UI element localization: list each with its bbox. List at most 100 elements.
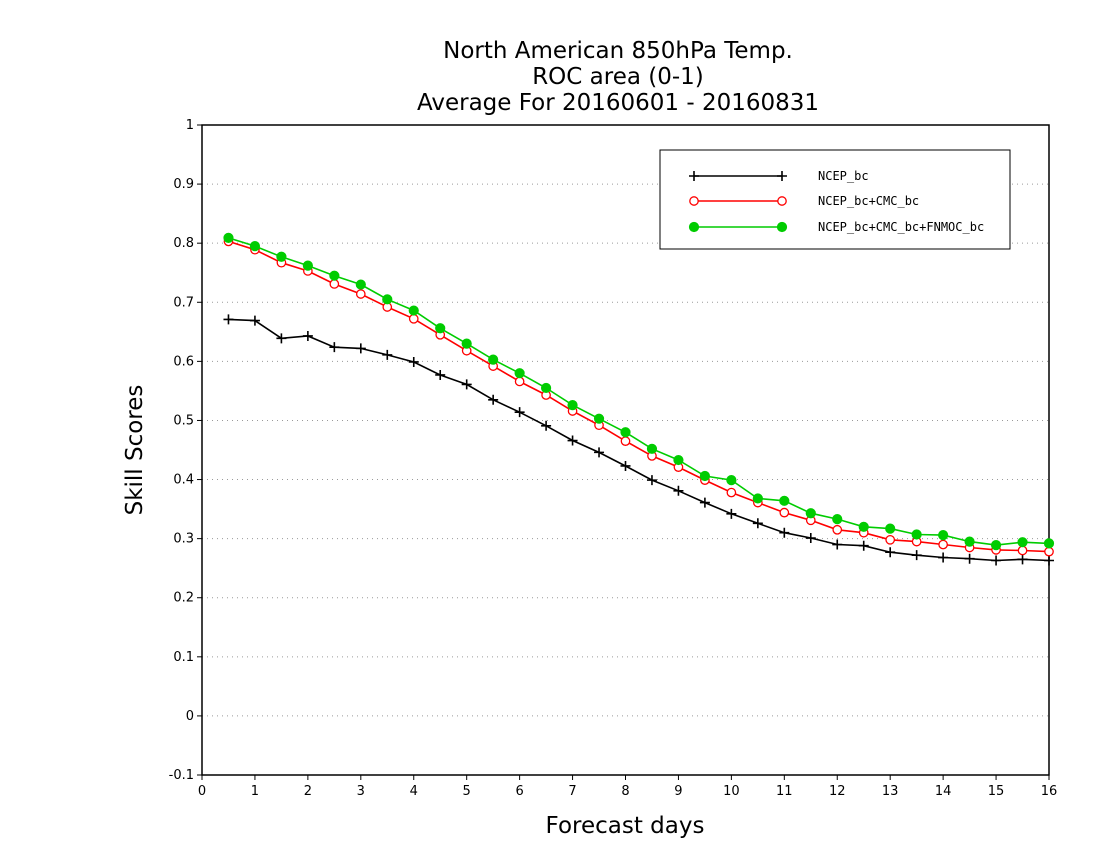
data-point xyxy=(461,379,472,390)
data-point xyxy=(302,330,313,341)
series-lines xyxy=(223,232,1055,566)
title-line-1: North American 850hPa Temp. xyxy=(443,38,793,64)
legend-box xyxy=(659,149,1011,250)
data-point xyxy=(777,196,787,206)
title-line-3: Average For 20160601 - 20160831 xyxy=(417,90,819,116)
data-point xyxy=(726,475,737,486)
data-point xyxy=(689,171,699,181)
x-tick-label: 11 xyxy=(776,784,793,799)
legend-label: NCEP_bc+CMC_bc xyxy=(818,194,919,208)
x-tick-label: 2 xyxy=(304,784,312,799)
x-tick-label: 10 xyxy=(723,784,740,799)
legend-label: NCEP_bc+CMC_bc+FNMOC_bc xyxy=(818,220,984,234)
data-point xyxy=(699,497,710,508)
data-point xyxy=(567,399,578,411)
data-point xyxy=(488,354,499,365)
data-point xyxy=(832,539,843,550)
data-point xyxy=(885,523,896,534)
x-tick-label: 0 xyxy=(198,784,206,799)
data-point xyxy=(832,514,843,525)
data-point xyxy=(673,485,684,496)
legend: NCEP_bc NCEP_bc+CMC_bc NCEP_bc+CMC_bc+FNMO… xyxy=(659,149,1011,250)
data-point xyxy=(991,555,1002,566)
data-point xyxy=(911,529,922,540)
data-point xyxy=(249,241,261,252)
x-tick-label: 13 xyxy=(882,784,899,799)
data-point xyxy=(752,518,763,529)
data-point xyxy=(514,376,525,387)
y-tick-label: -0.1 xyxy=(169,768,194,783)
data-point xyxy=(355,279,366,290)
data-point xyxy=(779,495,790,506)
y-tick-label: 0.8 xyxy=(173,236,194,251)
y-tick-label: 0.1 xyxy=(173,650,194,665)
data-point xyxy=(726,508,737,519)
x-tick-label: 15 xyxy=(988,784,1005,799)
data-point xyxy=(752,493,763,504)
data-point xyxy=(858,521,869,532)
data-point xyxy=(673,454,684,466)
x-tick-label: 12 xyxy=(829,784,846,799)
data-point xyxy=(435,323,446,334)
data-point xyxy=(776,221,788,233)
data-point xyxy=(594,447,605,458)
data-point xyxy=(779,507,790,518)
data-point xyxy=(276,333,287,344)
data-point xyxy=(689,196,699,206)
chart-title: North American 850hPa Temp. ROC area (0-… xyxy=(417,38,819,116)
y-tick-label: 0.7 xyxy=(173,295,194,310)
data-point xyxy=(329,279,340,289)
x-tick-label: 5 xyxy=(463,784,471,799)
data-point xyxy=(329,270,340,281)
y-axis-label: Skill Scores xyxy=(122,385,148,516)
data-point xyxy=(461,338,472,349)
data-point xyxy=(777,171,787,181)
x-tick-label: 9 xyxy=(674,784,682,799)
x-tick-label: 14 xyxy=(935,784,952,799)
data-point xyxy=(223,232,234,243)
data-point xyxy=(688,221,700,233)
data-point xyxy=(646,443,658,454)
x-tick-label: 1 xyxy=(251,784,259,799)
x-tick-label: 7 xyxy=(568,784,576,799)
data-point xyxy=(1017,537,1028,548)
x-tick-label: 3 xyxy=(357,784,365,799)
data-point xyxy=(249,315,260,326)
data-point xyxy=(726,487,737,498)
data-point xyxy=(514,407,525,418)
data-point xyxy=(938,552,949,563)
data-point xyxy=(885,534,896,545)
data-point xyxy=(355,289,366,299)
data-point xyxy=(964,553,975,564)
data-point xyxy=(488,394,499,405)
data-point xyxy=(938,529,949,541)
data-point xyxy=(593,413,605,424)
data-point xyxy=(223,314,234,325)
data-point xyxy=(990,540,1002,551)
data-point xyxy=(329,342,340,353)
data-point xyxy=(382,294,393,305)
data-point xyxy=(540,382,552,394)
data-point xyxy=(408,313,419,324)
title-line-2: ROC area (0-1) xyxy=(532,64,704,90)
data-point xyxy=(276,251,287,262)
x-tick-label: 6 xyxy=(515,784,523,799)
data-point xyxy=(1044,555,1054,566)
y-tick-label: 0.2 xyxy=(173,591,194,606)
series-line xyxy=(228,240,1050,553)
y-tick-label: 0.6 xyxy=(173,354,194,369)
y-tick-label: 1 xyxy=(186,118,194,133)
data-point xyxy=(646,475,657,486)
data-point xyxy=(1044,546,1054,557)
series-line xyxy=(228,237,1050,546)
data-point xyxy=(541,420,552,431)
data-point xyxy=(1017,554,1028,565)
data-point xyxy=(355,343,366,354)
data-point xyxy=(885,547,896,558)
y-tick-label: 0.3 xyxy=(173,532,194,547)
y-tick-label: 0.5 xyxy=(173,413,194,428)
data-point xyxy=(382,349,393,360)
data-point xyxy=(964,536,975,547)
data-point xyxy=(832,524,843,535)
